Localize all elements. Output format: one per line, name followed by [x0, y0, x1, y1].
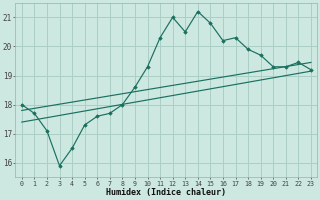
- X-axis label: Humidex (Indice chaleur): Humidex (Indice chaleur): [106, 188, 226, 197]
